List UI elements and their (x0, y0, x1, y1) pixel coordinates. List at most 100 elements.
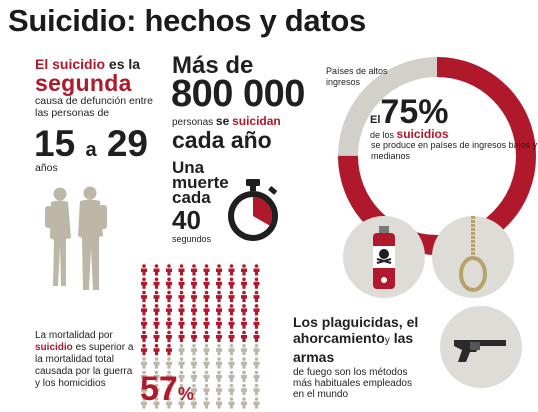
person-figure-icon (191, 370, 197, 382)
person-figure-icon (141, 370, 147, 382)
person-figure-icon (203, 370, 210, 382)
person-figure-icon (253, 397, 260, 409)
person-figure-icon (166, 383, 172, 396)
person-figure-icon (203, 264, 210, 276)
age-connector: a (85, 139, 97, 161)
suicide-count: 800 000 (171, 73, 305, 115)
rank-value: segunda (35, 70, 132, 96)
person-figure-icon (178, 277, 185, 289)
person-figure-icon (241, 317, 247, 329)
person-figure-icon (253, 383, 260, 396)
person-figure-icon (141, 344, 147, 356)
methods-heading-y: y (384, 335, 390, 346)
person-figure-icon (228, 277, 235, 289)
person-figure-icon (191, 264, 197, 276)
methods-caption: de fuego son los métodos más habituales … (293, 367, 412, 400)
person-figure-icon (166, 317, 172, 329)
young-people-illustration (45, 186, 107, 290)
stopwatch-icon (228, 179, 278, 241)
person-figure-icon (203, 357, 210, 369)
donut-percent: El75% (370, 93, 448, 132)
person-figure-icon (253, 330, 260, 342)
person-figure-icon (203, 330, 210, 342)
person-figure-icon (228, 357, 235, 369)
people-suicidan: suicidan (232, 114, 281, 128)
person-figure-icon (228, 330, 235, 342)
person-figure-icon (228, 290, 235, 303)
person-figure-icon (241, 397, 247, 409)
person-figure-icon (228, 383, 235, 396)
pesticide-spray-icon (373, 226, 395, 289)
person-figure-icon (166, 304, 172, 316)
suicide-term: El suicidio (35, 56, 106, 72)
person-figure-icon (141, 397, 147, 409)
person-figure-icon (203, 304, 210, 316)
person-figure-icon (253, 290, 260, 303)
mortality-text: La mortalidad por suicidio es superior a… (35, 330, 135, 390)
high-income-label: Países de altos ingresos (326, 66, 388, 87)
person-figure-icon (228, 397, 235, 409)
age-range: 15 a 29 (34, 124, 148, 170)
person-figure-icon (166, 330, 172, 342)
people-se: se (215, 114, 230, 128)
age-from: 15 (34, 123, 76, 164)
person-figure-icon (141, 290, 147, 303)
person-figure-icon (216, 330, 222, 342)
person-figure-icon (178, 383, 185, 396)
person-figure-icon (141, 264, 147, 276)
person-figure-icon (216, 277, 222, 289)
person-figure-icon (153, 344, 160, 356)
person-figure-icon (191, 357, 197, 369)
person-head-icon (53, 187, 67, 201)
person-figure-icon (241, 370, 247, 382)
noose-icon (459, 216, 487, 292)
person-figure-icon (241, 383, 247, 396)
person-figure-icon (178, 357, 185, 369)
person-figure-icon (253, 370, 260, 382)
person-figure-icon (166, 357, 172, 369)
mortality-text-a: La mortalidad por (35, 330, 113, 341)
donut-rest-text: se produce en países de ingresos bajos y… (371, 140, 538, 161)
person-figure-icon (216, 357, 222, 369)
more-than-label: Más de (172, 52, 254, 79)
methods-heading: Los plaguicidas, el ahorcamientoy las ar… (293, 314, 433, 365)
person-figure-icon (241, 330, 247, 342)
person-figure-icon (203, 344, 210, 356)
donut-suicides-line: de los suicidios (370, 127, 449, 141)
person-figure-icon (166, 344, 172, 356)
person-figure-icon (216, 304, 222, 316)
person-figure-icon (203, 290, 210, 303)
person-figure-icon (228, 344, 235, 356)
one-death-each: Una muerte cada (172, 158, 229, 207)
person-figure-icon (203, 397, 210, 409)
person-figure-icon (178, 317, 185, 329)
suicide-rank-intro: El suicidio es la (35, 56, 140, 72)
mortality-percent-value: 57 (140, 370, 178, 408)
person-figure-icon (203, 277, 210, 289)
person-figure-icon (153, 304, 160, 316)
person-figure-icon (191, 304, 197, 316)
person-figure-icon (153, 277, 160, 289)
person-figure-icon (191, 290, 197, 303)
person-figure-icon (191, 383, 197, 396)
person-figure-icon (191, 330, 197, 342)
person-figure-icon (228, 304, 235, 316)
person-figure-icon (178, 370, 185, 382)
mortality-percent: 57% (140, 371, 194, 412)
person-figure-icon (216, 370, 222, 382)
person-figure-icon (153, 383, 160, 396)
person-figure-icon (228, 317, 235, 329)
person-figure-icon (253, 357, 260, 369)
methods-heading-b: las armas (293, 330, 414, 365)
donut-percent-value: 75% (380, 93, 449, 131)
person-figure-icon (178, 330, 185, 342)
person-figure-icon (241, 357, 247, 369)
person-figure-icon (241, 344, 247, 356)
person-figure-icon (141, 304, 147, 316)
person-figure-icon (153, 290, 160, 303)
person-figure-icon (216, 290, 222, 303)
person-figure-icon (153, 264, 160, 276)
person-figure-icon (178, 264, 185, 276)
person-figure-icon (178, 344, 185, 356)
person-figure-icon (216, 383, 222, 396)
